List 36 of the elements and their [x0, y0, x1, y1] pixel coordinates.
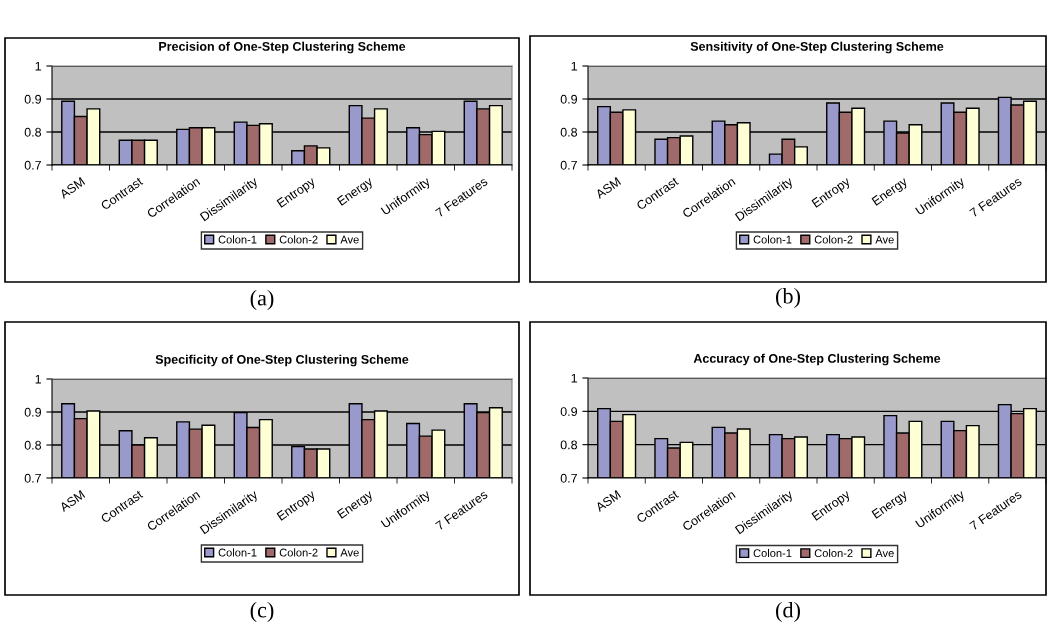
legend-label: Ave — [875, 235, 894, 244]
text: (d) — [776, 601, 800, 623]
legend-label: Colon-1 — [753, 235, 792, 244]
legend-label: Colon-2 — [814, 235, 853, 244]
y-tick-label: 0.9 — [24, 407, 41, 417]
y-tick-label: 1 — [571, 61, 577, 71]
chart-title: Precision of One-Step Clustering Scheme — [159, 41, 406, 54]
legend-label: Ave — [875, 549, 894, 558]
y-tick-label: 0.9 — [560, 407, 577, 416]
y-tick-label: 1 — [35, 61, 41, 71]
y-tick-label: 0.7 — [24, 160, 41, 170]
y-tick-label: 0.8 — [24, 127, 42, 137]
y-tick-label: 1 — [571, 373, 577, 383]
y-tick-label: 0.8 — [560, 127, 578, 137]
text: (b) — [776, 287, 800, 309]
legend-label: Colon-2 — [814, 548, 853, 558]
legend-label: Colon-2 — [279, 548, 318, 557]
chart-title: Specificity of One-Step Clustering Scheme — [155, 354, 409, 367]
text: (a) — [250, 289, 274, 311]
y-tick-label: 1 — [35, 374, 41, 384]
legend-label: Colon-1 — [218, 235, 257, 244]
y-tick-label: 0.8 — [560, 440, 578, 450]
y-tick-label: 0.7 — [24, 473, 41, 483]
legend-label: Ave — [340, 235, 359, 244]
legend-label: Ave — [340, 548, 359, 557]
y-tick-label: 0.7 — [560, 473, 577, 483]
legend-label: Colon-1 — [218, 548, 257, 557]
chart-title: Sensitivity of One-Step Clustering Scheme — [690, 41, 944, 54]
legend-label: Colon-1 — [753, 548, 792, 558]
legend-label: Colon-2 — [279, 235, 318, 244]
y-tick-label: 0.7 — [560, 160, 577, 170]
chart-title: Accuracy of One-Step Clustering Scheme — [693, 353, 941, 366]
text: (c) — [250, 601, 274, 623]
y-tick-label: 0.9 — [24, 94, 41, 104]
y-tick-label: 0.9 — [560, 94, 577, 104]
y-tick-label: 0.8 — [24, 440, 42, 450]
